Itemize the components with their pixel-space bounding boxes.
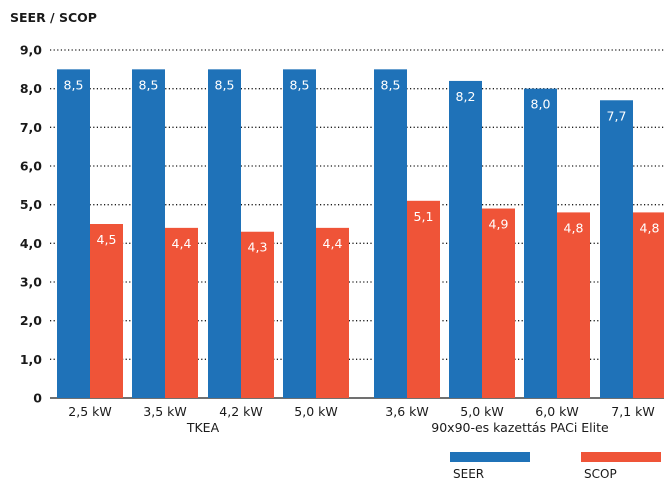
seer-bar [449,80,482,398]
seer-data-label: 8,5 [215,77,235,92]
scop-bar [557,212,590,398]
legend-label-seer: SEER [453,467,484,480]
category-label: 7,1 kW [611,404,654,419]
y-axis-title: SEER / SCOP [10,10,97,25]
category-label: 5,0 kW [294,404,337,419]
category-label: 5,0 kW [460,404,503,419]
y-tick-label: 3,0 [20,275,42,290]
seer-bar [208,69,241,398]
scop-bar [482,208,515,398]
y-axis-ticks: 0 1,0 2,0 3,0 4,0 5,0 6,0 7,0 8,0 9,0 [20,43,42,406]
y-tick-label: 7,0 [20,120,42,135]
group-label-paci-elite: 90x90-es kazettás PACi Elite [431,420,609,435]
seer-data-label: 8,5 [381,77,401,92]
y-tick-label: 1,0 [20,352,42,367]
scop-bar [241,231,274,398]
seer-data-label: 8,2 [456,89,476,104]
y-tick-label: 6,0 [20,159,42,174]
seer-bar [524,88,557,399]
scop-data-label: 5,1 [414,209,434,224]
bars: 8,5 4,5 8,5 4,4 8,5 4,3 8,5 4,4 8,5 5,1 8,2 4,9 8,0 4… [57,69,664,399]
x-axis-labels: 2,5 kW 3,5 kW 4,2 kW 5,0 kW 3,6 kW 5,0 kW 6,0 … [68,404,654,435]
legend-label-scop: SCOP [584,467,617,480]
seer-bar [57,69,90,398]
seer-data-label: 8,0 [531,97,551,112]
category-label: 2,5 kW [68,404,111,419]
scop-data-label: 4,8 [564,220,584,235]
scop-data-label: 4,5 [97,232,117,247]
seer-bar [374,69,407,398]
scop-data-label: 4,9 [489,217,509,232]
y-tick-label: 5,0 [20,197,42,212]
y-tick-label: 0 [33,391,42,406]
seer-data-label: 7,7 [607,108,627,123]
seer-bar [600,100,633,399]
y-tick-label: 2,0 [20,313,42,328]
y-tick-label: 4,0 [20,236,42,251]
seer-data-label: 8,5 [290,77,310,92]
seer-bar [283,69,316,398]
seer-data-label: 8,5 [64,77,84,92]
scop-bar [633,212,664,398]
category-label: 4,2 kW [219,404,262,419]
scop-bar [407,200,440,398]
scop-data-label: 4,3 [248,240,268,255]
scop-bar [316,227,349,398]
category-label: 6,0 kW [535,404,578,419]
category-label: 3,5 kW [143,404,186,419]
legend: SEER SCOP [450,452,661,480]
scop-data-label: 4,4 [323,236,343,251]
legend-swatch-seer [450,452,530,462]
scop-bar [90,224,123,398]
scop-data-label: 4,8 [640,220,660,235]
seer-bar [132,69,165,398]
scop-data-label: 4,4 [172,236,192,251]
y-tick-label: 9,0 [20,43,42,58]
scop-bar [165,227,198,398]
group-label-tkea: TKEA [186,420,220,435]
legend-swatch-scop [581,452,661,462]
seer-data-label: 8,5 [139,77,159,92]
category-label: 3,6 kW [385,404,428,419]
y-tick-label: 8,0 [20,81,42,96]
